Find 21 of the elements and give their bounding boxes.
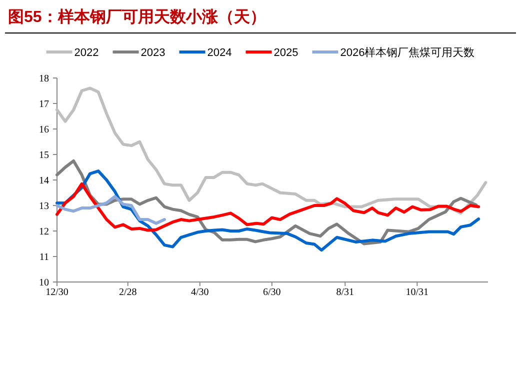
x-tick-label: 8/31 [336, 287, 354, 298]
title: 图55：样本钢厂可用天数小涨（天） [8, 9, 266, 26]
y-tick-label: 13 [39, 201, 49, 212]
legend-label: 2025 [274, 47, 298, 59]
x-tick-label: 2/28 [118, 287, 137, 298]
x-tick-label: 10/31 [406, 287, 429, 298]
y-tick-label: 15 [39, 150, 49, 161]
y-tick-label: 17 [39, 99, 49, 110]
x-tick-label: 6/30 [263, 287, 281, 298]
y-tick-label: 11 [39, 252, 49, 263]
legend-label: 2026样本钢厂焦煤可用天数 [340, 46, 475, 59]
y-tick-label: 12 [39, 226, 49, 238]
x-tick-label: 4/30 [190, 287, 209, 298]
y-tick-label: 10 [39, 278, 49, 288]
x-tick-label: 12/30 [46, 287, 68, 298]
legend-label: 2022 [74, 47, 99, 59]
legend-label: 2024 [207, 47, 232, 59]
y-tick-label: 16 [39, 124, 49, 136]
y-tick-label: 18 [39, 74, 49, 84]
y-tick-label: 14 [39, 176, 49, 186]
legend-label: 2023 [140, 47, 166, 59]
